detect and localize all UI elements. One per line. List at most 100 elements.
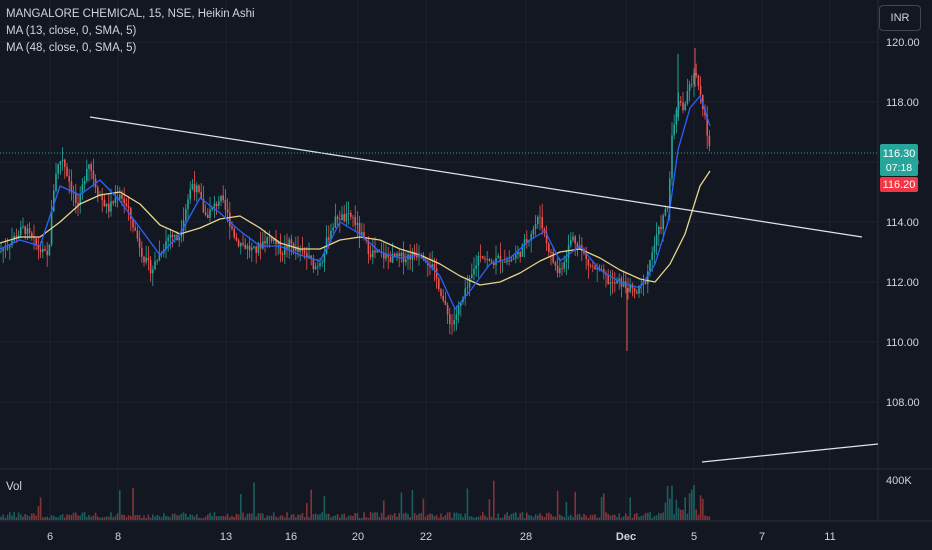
candle-body [581,245,583,249]
volume-bar [286,512,288,520]
candle-body [264,241,266,244]
candle-body [482,256,484,259]
volume-bar [253,482,255,520]
volume-bar [433,516,436,520]
volume-bar [319,514,321,520]
volume-bar [215,516,218,520]
volume-bar [633,513,636,520]
candle-body [361,232,363,235]
candle-body [510,259,513,262]
time-tick-label: 8 [115,531,121,543]
volume-bar [651,517,653,520]
candle-body [521,244,524,257]
volume-bar [664,502,667,520]
candle-body [306,253,308,258]
candle-body [627,287,629,292]
ma13-legend[interactable]: MA (13, close, 0, SMA, 5) [6,25,137,37]
candle-body [215,203,218,206]
volume-bar [149,517,152,520]
currency-button[interactable]: INR [879,5,921,31]
candle-body [141,247,143,257]
volume-bar [484,515,486,520]
candle-body [609,282,612,284]
volume-bar [147,514,150,520]
volume-bar [539,513,541,520]
volume-bar [675,499,678,520]
candle-body [339,219,341,221]
candle-body [235,237,238,241]
candle-body [647,271,649,284]
volume-bar [578,513,581,520]
candle-body [607,274,609,284]
volume-bar [134,515,136,520]
volume-bar [79,515,81,520]
volume-bar [666,485,669,520]
chart-legend: MANGALORE CHEMICAL, 15, NSE, Heikin Ashi… [6,6,255,57]
volume-bar [466,488,469,520]
volume-bar [655,515,658,520]
volume-bar [429,513,431,520]
candle-body [543,228,546,233]
candle-body [167,237,169,242]
candle-body [242,243,244,245]
candle-body [138,238,141,248]
volume-bar [26,515,29,520]
volume-bar [37,506,40,520]
volume-bar [559,514,561,520]
ma48-line [0,170,711,286]
volume-bar [187,516,189,520]
volume-bar [145,517,147,520]
candle-body [336,216,339,220]
volume-bar [209,512,211,520]
volume-bar [396,516,398,520]
volume-bar [563,517,565,520]
candle-body [44,248,46,251]
candle-body [66,166,68,177]
volume-bar [321,512,323,520]
time-tick-label: 6 [47,531,53,543]
ma48-legend[interactable]: MA (48, close, 0, SMA, 5) [6,42,137,54]
candle-body [660,226,662,230]
volume-bar [301,513,304,520]
candle-body [246,245,249,249]
candle-body [237,240,240,247]
symbol-title[interactable]: MANGALORE CHEMICAL, 15, NSE, Heikin Ashi [6,8,255,20]
candle-body [438,278,440,290]
volume-bar [490,516,493,520]
candle-body [310,255,312,259]
candle-body [130,208,132,220]
volume-bar [603,493,605,520]
candle-body [9,245,11,248]
volume-bar [156,515,158,520]
time-tick-label: 5 [691,531,697,543]
volume-bar [422,498,425,520]
volume-bar [431,514,433,520]
volume-bar [339,517,341,520]
candle-body [416,255,418,258]
candle-body [666,208,669,209]
volume-bar [2,514,4,520]
volume-bar [574,491,576,520]
candle-body [110,201,112,212]
volume-bar [517,517,519,520]
volume-bar [405,512,407,520]
candle-body [475,265,477,269]
volume-bar [688,493,691,520]
volume-bar [15,517,18,520]
volume-bar [387,515,389,520]
candle-body [119,194,121,200]
candle-body [169,235,172,238]
candle-body [651,252,653,260]
volume-bar [222,515,224,520]
volume-bar [473,517,475,520]
candle-body [182,220,185,231]
volume-bar [108,516,110,520]
volume-bar [11,515,13,520]
candle-body [328,237,330,240]
price-tick-label: 112.00 [886,277,919,289]
volume-bar [235,513,238,520]
candle-body [677,101,680,110]
candle-body [123,198,125,204]
